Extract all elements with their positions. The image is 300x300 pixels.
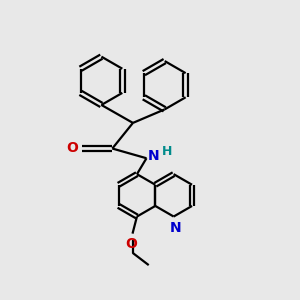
Text: N: N bbox=[148, 149, 160, 164]
Text: O: O bbox=[125, 237, 137, 251]
Text: H: H bbox=[162, 145, 172, 158]
Text: N: N bbox=[169, 221, 181, 235]
Text: O: O bbox=[66, 141, 78, 155]
